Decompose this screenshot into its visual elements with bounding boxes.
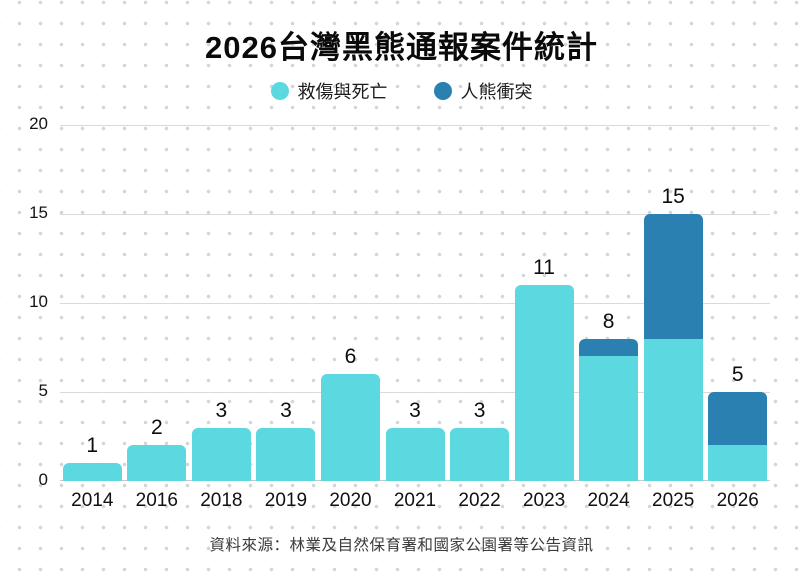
chart-title: 2026台灣黑熊通報案件統計 [205,30,598,65]
y-tick-label-0: 0 [38,470,48,489]
bar-value-label-2022: 3 [473,398,486,422]
bar-segment-2026-rescue-death [708,445,768,481]
y-tick-label-15: 15 [29,203,48,222]
bar-segment-2014-rescue-death [62,463,122,481]
legend-label-human-bear-conflict: 人熊衝突 [460,82,533,102]
bar-segment-2021-rescue-death [385,427,445,481]
bar-value-label-2021: 3 [409,398,421,422]
bar-segment-2023-rescue-death [514,285,574,481]
bar-segment-2016-rescue-death [127,445,187,481]
bar-2023: 11 2023 [514,125,574,511]
legend-label-rescue-death: 救傷與死亡 [297,82,388,102]
bar-segment-2024-human-bear-conflict [579,338,639,357]
bar-2018: 3 2018 [191,125,251,511]
bar-value-label-2014: 1 [86,434,99,458]
legend-swatch-human-bear-conflict-icon [433,82,452,100]
x-tick-label-2022: 2022 [458,490,501,511]
bar-segment-2020-rescue-death [320,374,380,481]
x-tick-label-2019: 2019 [264,490,308,511]
bar-segment-2026-human-bear-conflict [708,392,768,446]
x-tick-label-2016: 2016 [135,490,178,511]
source-caption: 資料來源：林業及自然保育署和國家公園署等公告資訊 [209,537,594,554]
y-tick-label-20: 20 [29,114,48,133]
bar-2022: 3 2022 [450,125,510,511]
bar-2021: 3 2021 [385,125,445,511]
bar-segment-2024-rescue-death [579,356,639,481]
bar-value-label-2025: 15 [661,185,685,208]
legend-item-human-bear-conflict: 人熊衝突 [433,78,533,104]
x-tick-label-2014: 2014 [71,490,114,511]
legend-swatch-rescue-death-icon [270,82,289,100]
x-tick-label-2021: 2021 [393,490,437,511]
bar-value-label-2016: 2 [150,416,163,440]
bar-segment-2025-rescue-death [643,338,703,481]
bar-value-label-2024: 8 [602,309,615,333]
gridline-y-15 [60,213,770,215]
bar-2019: 3 2019 [256,125,316,511]
x-tick-label-2018: 2018 [200,490,243,511]
bar-segment-2018-rescue-death [191,427,251,481]
bar-segment-2022-rescue-death [450,427,510,481]
bar-2020: 6 2020 [320,125,380,511]
bar-value-label-2026: 5 [731,363,744,386]
x-tick-label-2026: 2026 [716,490,759,511]
plot-area: 0 5 10 15 20 1 2014 2 2016 3 2018 3 2019 6 2020 3 2021 3 2… [29,114,770,511]
bar-2025: 15 2025 [643,125,703,511]
bar-value-label-2018: 3 [215,398,228,422]
bar-2016: 2 2016 [127,125,187,511]
bar-value-label-2020: 6 [344,345,357,369]
x-tick-label-2020: 2020 [329,490,372,511]
gridline-y-10 [60,302,770,304]
y-tick-label-10: 10 [29,292,48,311]
bar-segment-2025-human-bear-conflict [643,214,703,339]
gridline-y-5 [60,391,770,393]
legend-item-rescue-death: 救傷與死亡 [270,78,388,104]
bar-segment-2019-rescue-death [256,427,316,481]
bar-value-label-2019: 3 [280,398,292,422]
bar-2026: 5 2026 [708,125,768,511]
x-tick-label-2025: 2025 [652,490,695,511]
bar-2014: 1 2014 [62,125,122,511]
x-tick-label-2023: 2023 [522,490,566,511]
x-tick-label-2024: 2024 [587,490,630,511]
y-tick-label-5: 5 [38,381,48,400]
bar-value-label-2023: 11 [533,256,555,280]
bar-2024: 8 2024 [579,125,639,511]
legend: 救傷與死亡 人熊衝突 [0,78,803,104]
gridline-y-20 [60,124,770,126]
